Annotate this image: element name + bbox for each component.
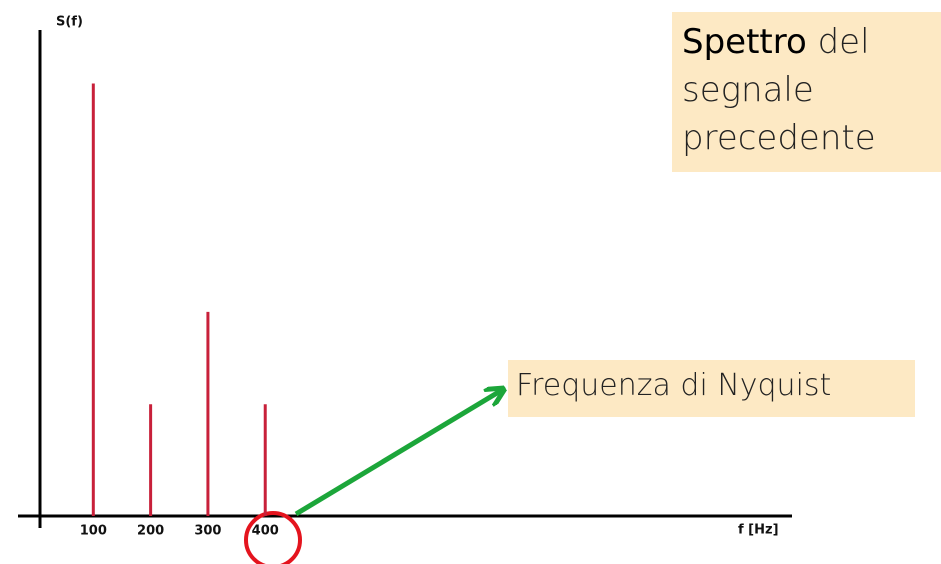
title-rest: del segnale precedente xyxy=(682,22,876,158)
title-box: Spettro del segnale precedente xyxy=(672,12,941,172)
annotation-box: Frequenza di Nyquist xyxy=(508,360,915,417)
arrow xyxy=(294,390,502,517)
title-emphasis: Spettro xyxy=(682,22,807,62)
x-axis-label: f [Hz] xyxy=(738,523,779,538)
highlight-circle xyxy=(244,511,302,564)
x-tick-label: 400 xyxy=(252,524,279,539)
x-tick-label: 100 xyxy=(80,524,107,539)
y-axis-label: S(f) xyxy=(56,15,83,30)
x-tick-label: 300 xyxy=(194,524,221,539)
annotation: Frequenza di Nyquist xyxy=(516,368,832,403)
x-tick-label: 200 xyxy=(137,524,164,539)
